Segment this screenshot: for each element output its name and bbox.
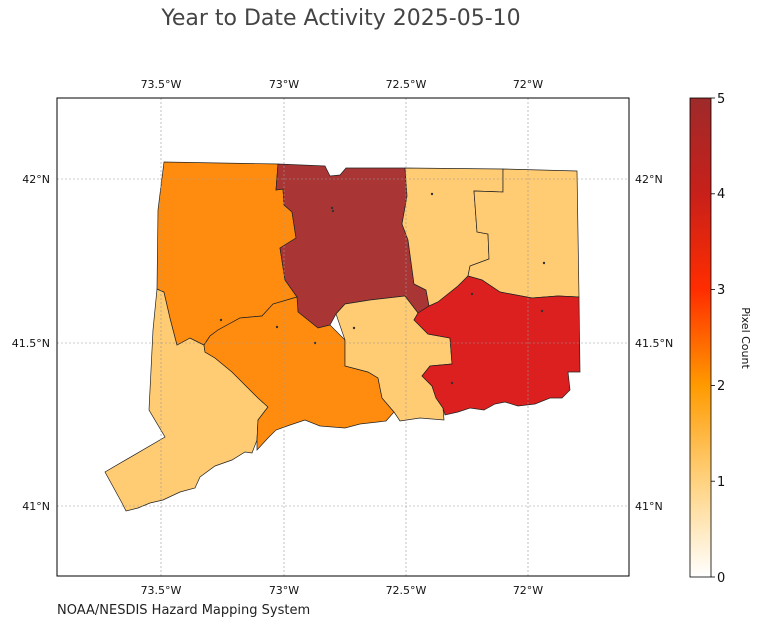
fire-dot xyxy=(470,292,474,296)
lon-label-bottom: 72.5°W xyxy=(386,584,427,597)
fire-dot xyxy=(331,209,335,213)
fire-dot xyxy=(450,381,454,385)
county-new-haven[interactable] xyxy=(203,296,395,451)
fire-detections xyxy=(219,192,546,385)
fire-dot xyxy=(352,326,356,330)
colorbar-ticks xyxy=(711,97,715,578)
colorbar-tick-label: 1 xyxy=(717,475,725,490)
lon-label-top: 73°W xyxy=(269,78,299,91)
lon-label-bottom: 72°W xyxy=(513,584,543,597)
county-new-london[interactable] xyxy=(413,275,581,416)
gridlines xyxy=(57,98,629,576)
lat-label-right: 42°N xyxy=(635,173,663,186)
fire-dot xyxy=(275,325,279,329)
colorbar-tick-label: 4 xyxy=(717,187,725,202)
colorbar-tick-label: 5 xyxy=(717,92,725,107)
colorbar-tick-label: 2 xyxy=(717,379,725,394)
colorbar xyxy=(689,97,712,578)
colorbar-label: Pixel Count xyxy=(739,307,752,369)
map-frame xyxy=(56,97,630,577)
lon-label-bottom: 73.5°W xyxy=(141,584,182,597)
map-title: Year to Date Activity 2025-05-10 xyxy=(161,6,521,31)
lon-label-top: 72.5°W xyxy=(386,78,427,91)
fire-dot xyxy=(430,192,434,196)
fire-dot xyxy=(330,206,334,210)
lat-label-left: 42°N xyxy=(22,173,50,186)
colorbar-tick-label: 0 xyxy=(717,571,725,586)
lon-label-bottom: 73°W xyxy=(269,584,299,597)
lon-label-top: 73.5°W xyxy=(141,78,182,91)
lat-label-left: 41°N xyxy=(22,500,50,513)
fire-dot xyxy=(542,261,546,265)
county-layer xyxy=(104,161,581,512)
credit-text: NOAA/NESDIS Hazard Mapping System xyxy=(57,603,311,618)
lat-label-right: 41°N xyxy=(635,500,663,513)
lat-label-right: 41.5°N xyxy=(635,337,673,350)
colorbar-tick-label: 3 xyxy=(717,283,725,298)
lat-label-left: 41.5°N xyxy=(12,337,50,350)
lon-label-top: 72°W xyxy=(513,78,543,91)
fire-dot xyxy=(219,318,223,322)
fire-dot xyxy=(540,309,544,313)
